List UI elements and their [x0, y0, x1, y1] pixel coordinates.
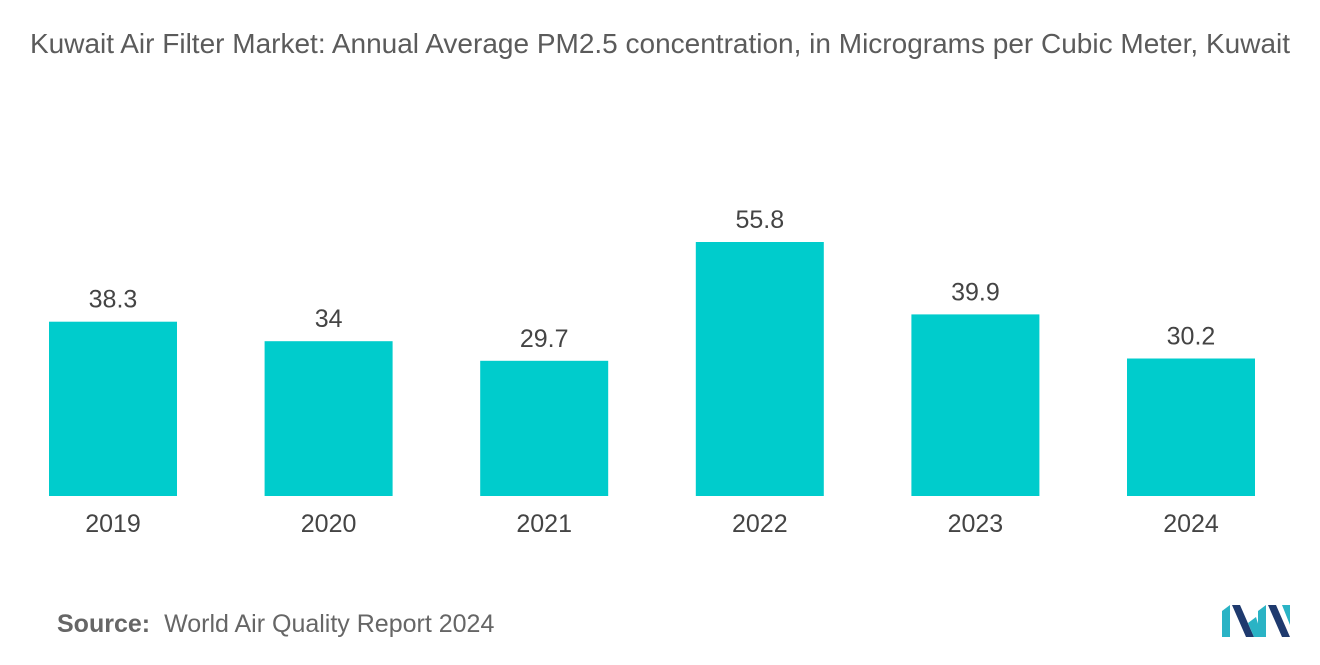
- bar-chart: 38.3 2019 34 2020 29.7 2021 55.8 2022 39.9 2023 30…: [49, 206, 1255, 538]
- value-label-2021: 29.7: [520, 325, 569, 353]
- chart-title: Kuwait Air Filter Market: Annual Average…: [29, 28, 1291, 59]
- x-tick-label-2024: 2024: [1163, 510, 1219, 538]
- value-label-2023: 39.9: [951, 278, 1000, 306]
- bar-2023: [911, 314, 1040, 496]
- source-label: Source:: [57, 610, 151, 638]
- bar-2019: [49, 321, 177, 496]
- value-label-2020: 34: [315, 305, 343, 333]
- x-tick-label-2020: 2020: [301, 510, 357, 538]
- x-tick-label-2021: 2021: [516, 510, 572, 538]
- mordor-intelligence-logo-icon: [1222, 605, 1290, 637]
- bar-2021: [480, 360, 609, 496]
- value-label-2022: 55.8: [735, 206, 784, 234]
- value-label-2019: 38.3: [89, 286, 138, 314]
- bar-2020: [264, 341, 393, 496]
- bar-2022: [695, 242, 824, 496]
- source-note: Source: World Air Quality Report 2024: [57, 610, 494, 639]
- x-tick-label-2023: 2023: [948, 510, 1004, 538]
- x-tick-label-2022: 2022: [732, 510, 788, 538]
- source-text: World Air Quality Report 2024: [164, 610, 495, 638]
- bar-2024: [1127, 358, 1255, 496]
- x-tick-label-2019: 2019: [85, 510, 141, 538]
- value-label-2024: 30.2: [1167, 323, 1216, 351]
